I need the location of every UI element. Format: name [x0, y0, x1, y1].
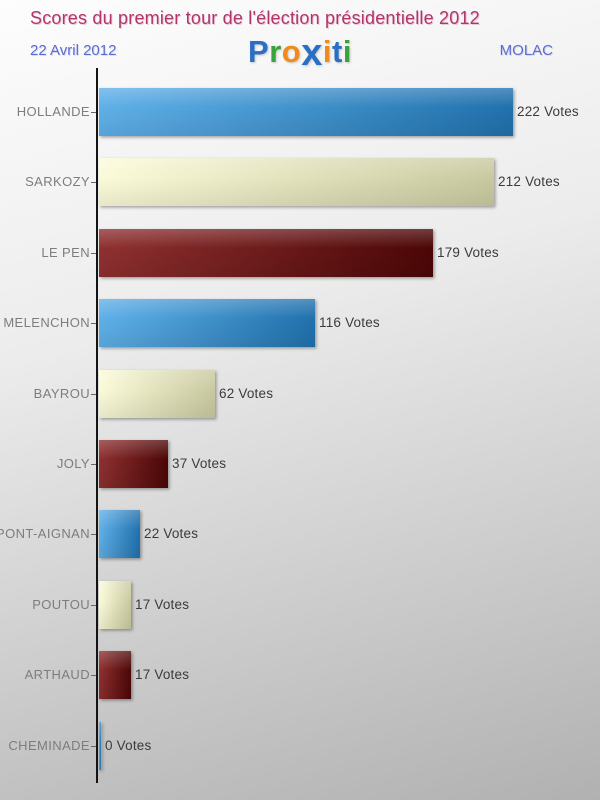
chart-row: CHEMINADE 0 Votes [0, 721, 600, 770]
category-label: BAYROU [33, 385, 90, 401]
axis-tick-mark [91, 675, 96, 677]
value-label: 0 Votes [105, 737, 152, 753]
category-label: DUPONT-AIGNAN [0, 526, 90, 542]
vote-bar [99, 510, 140, 559]
proxiti-logo: Proxiti [248, 34, 352, 72]
category-label: CHEMINADE [8, 737, 90, 753]
category-label: JOLY [56, 456, 90, 471]
value-label: 62 Votes [219, 385, 274, 401]
logo-letter: i [322, 34, 333, 69]
axis-tick-mark [91, 252, 96, 254]
category-label: HOLLANDE [16, 104, 90, 119]
chart-row: SARKOZY 212 Votes [0, 158, 600, 207]
chart-row: BAYROU 62 Votes [0, 369, 600, 418]
logo-letter: x [301, 32, 323, 74]
value-label: 17 Votes [135, 596, 190, 612]
category-label: LE PEN [41, 244, 90, 260]
value-label: 37 Votes [172, 456, 227, 471]
vote-bar [99, 369, 215, 418]
axis-tick-mark [91, 464, 96, 465]
logo-letter: o [281, 34, 302, 69]
axis-tick-mark [91, 745, 96, 747]
axis-tick-mark [91, 393, 96, 395]
axis-tick-mark [91, 112, 96, 113]
vote-bar [99, 651, 131, 700]
chart-row: LE PEN 179 Votes [0, 228, 600, 277]
vote-bar [99, 440, 168, 488]
value-label: 212 Votes [498, 174, 560, 190]
vote-bar [99, 228, 433, 277]
vote-bar [99, 158, 494, 207]
logo-letter: t [332, 34, 343, 69]
chart-row: ARTHAUD 17 Votes [0, 651, 600, 700]
value-label: 17 Votes [135, 667, 190, 683]
category-label: POUTOU [32, 596, 90, 612]
logo-letter: r [269, 34, 282, 69]
axis-tick-mark [91, 604, 96, 606]
category-label: ARTHAUD [24, 667, 90, 683]
date-label: 22 Avril 2012 [30, 42, 117, 59]
chart-row: HOLLANDE 222 Votes [0, 88, 600, 136]
chart-row: MELENCHON 116 Votes [0, 299, 600, 348]
axis-tick-mark [91, 534, 96, 536]
location-label: MOLAC [499, 42, 553, 59]
y-axis-line [96, 68, 98, 783]
category-label: SARKOZY [25, 174, 90, 190]
page-title: Scores du premier tour de l'élection pré… [30, 8, 480, 28]
vote-bar [99, 88, 513, 136]
value-label: 179 Votes [437, 244, 499, 260]
vote-bar [99, 299, 315, 348]
value-label: 116 Votes [319, 315, 380, 331]
axis-tick-mark [91, 323, 96, 325]
value-label: 222 Votes [517, 104, 579, 119]
logo-letter: P [248, 34, 270, 69]
logo-letter: i [342, 34, 352, 69]
axis-tick-mark [91, 182, 96, 184]
vote-bar [99, 580, 131, 629]
value-label: 22 Votes [144, 526, 199, 542]
vote-bar [99, 721, 101, 770]
category-label: MELENCHON [3, 315, 90, 331]
chart-row: POUTOU 17 Votes [0, 580, 600, 629]
chart-row: DUPONT-AIGNAN 22 Votes [0, 510, 600, 559]
chart-row: JOLY 37 Votes [0, 440, 600, 488]
